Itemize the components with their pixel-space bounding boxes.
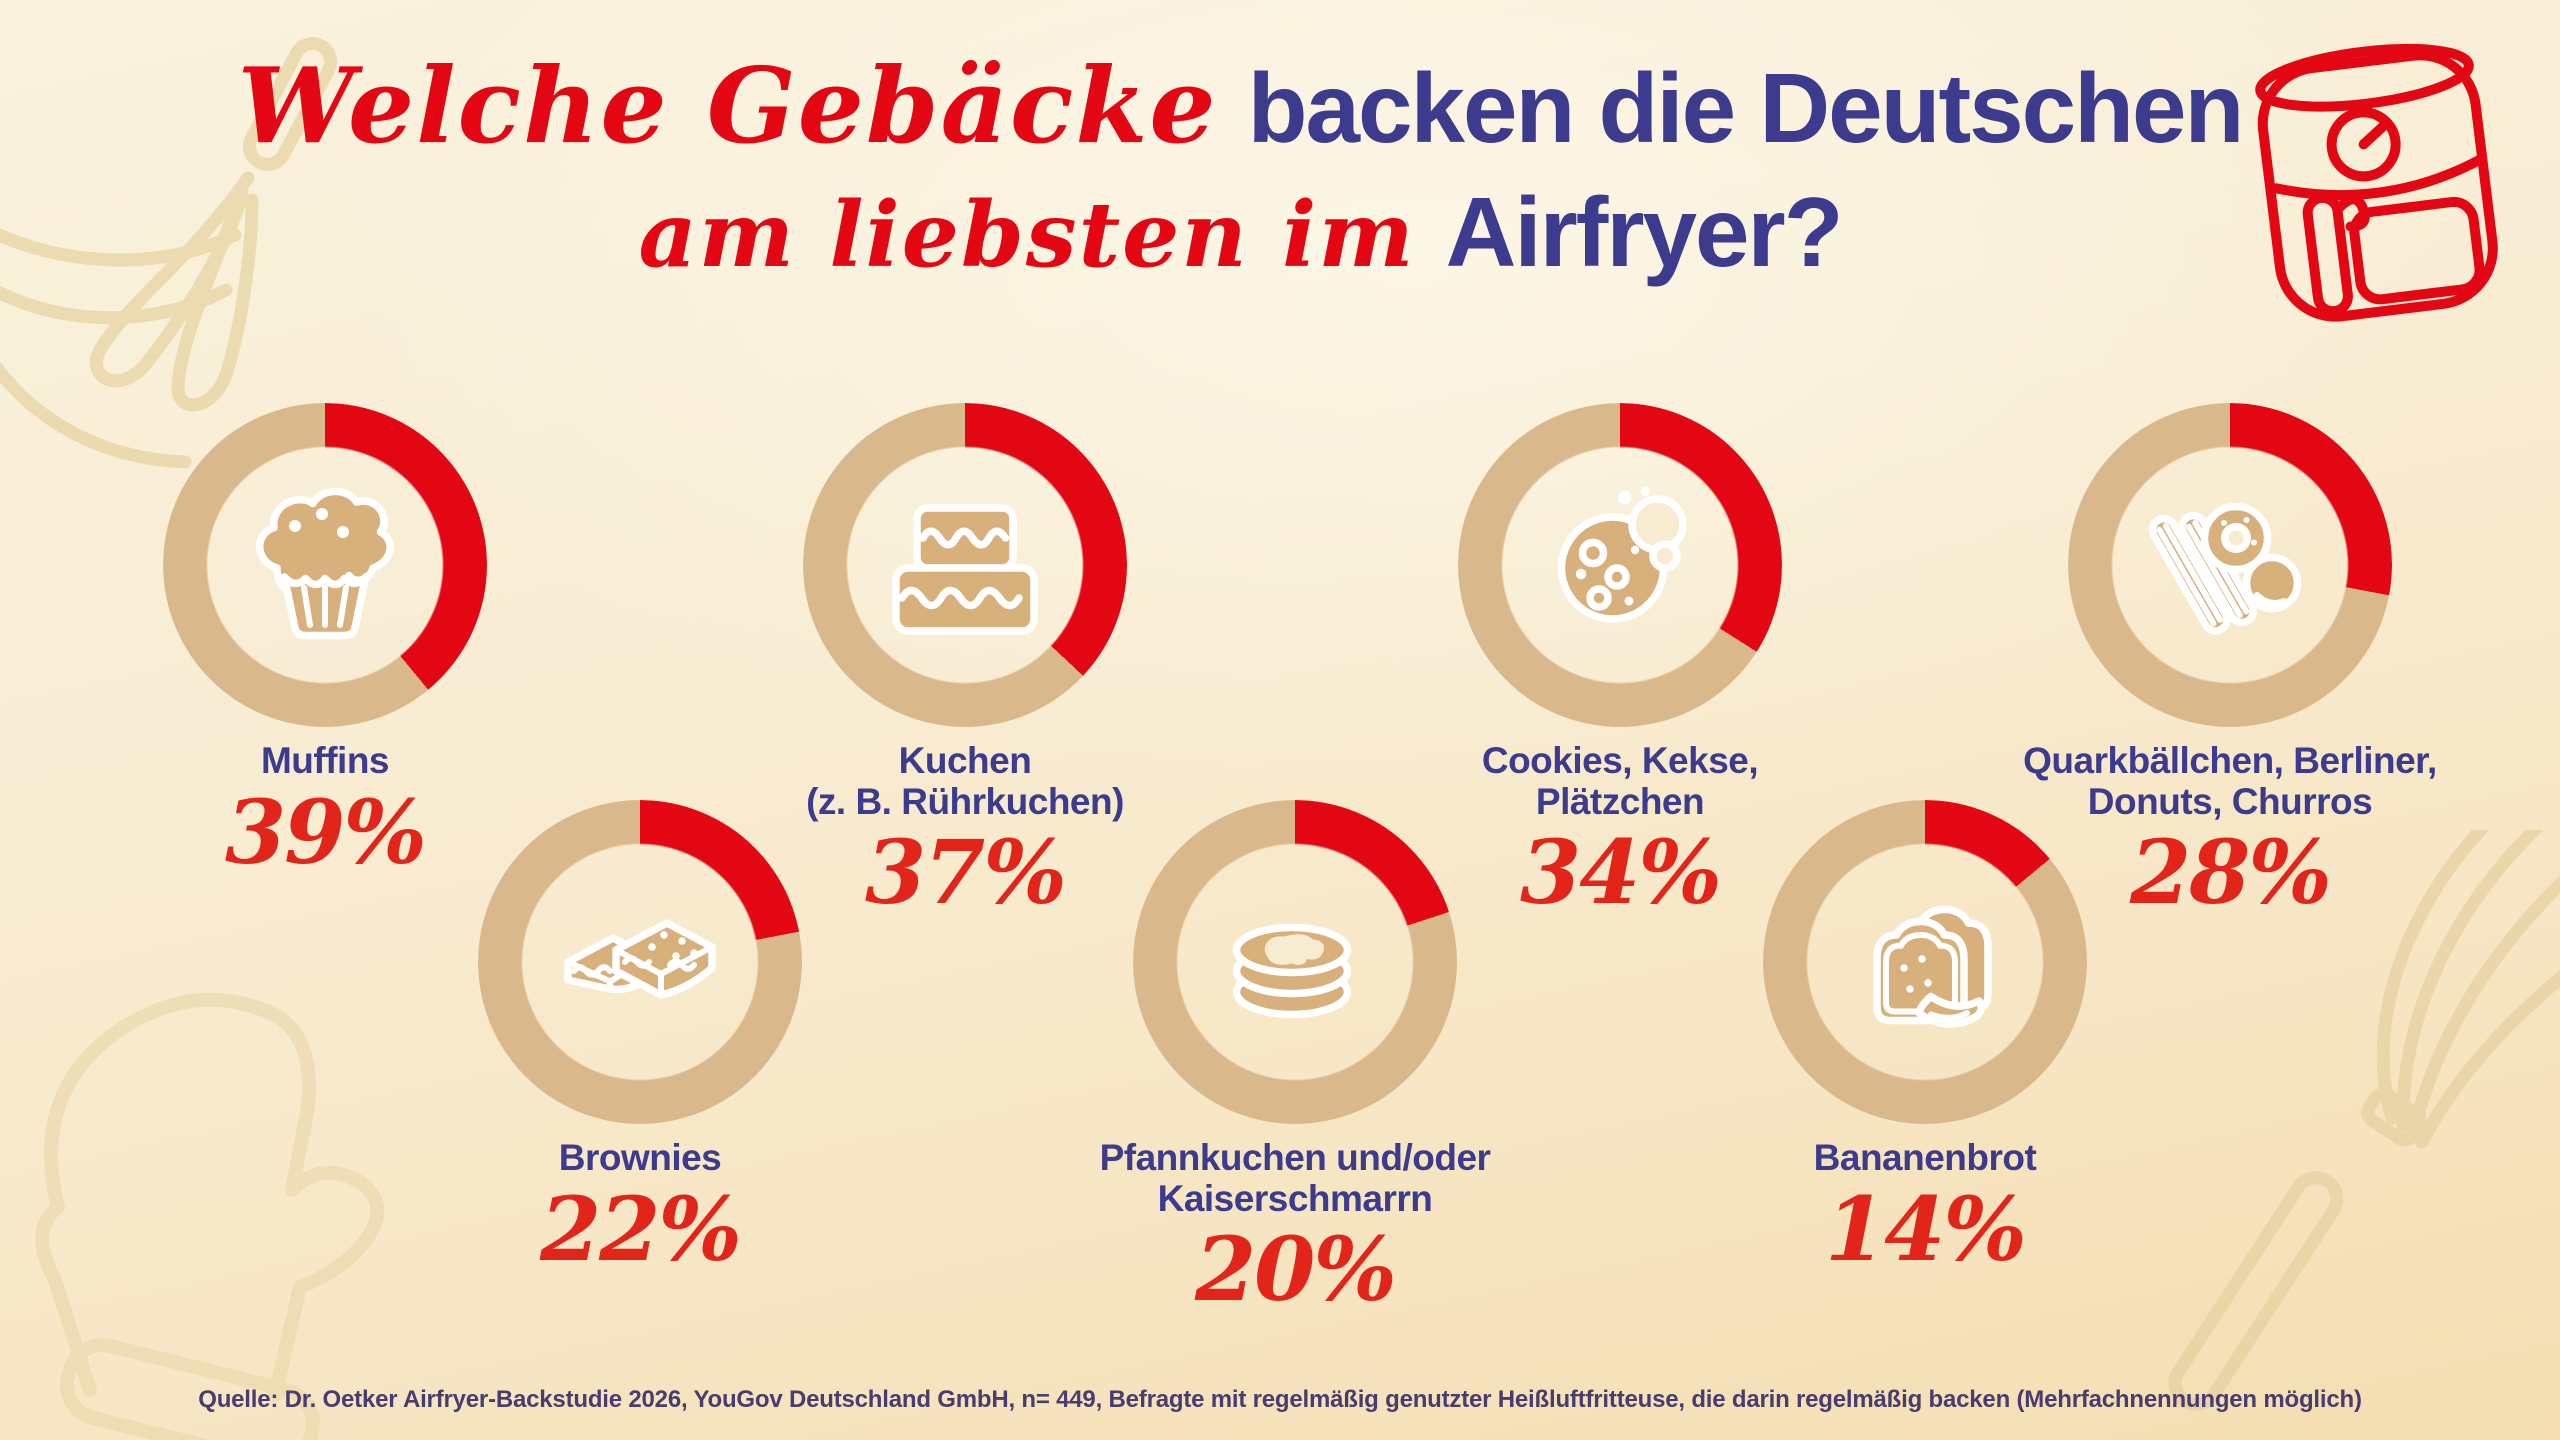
- donut-chart: [2068, 403, 2392, 727]
- brownies-icon: [564, 919, 716, 999]
- donut-label: Kuchen (z. B. Rührkuchen): [806, 740, 1124, 822]
- donut-label: Quarkbällchen, Berliner, Donuts, Churros: [2023, 740, 2437, 822]
- donut-chart: [1133, 800, 1457, 1124]
- donut-item-muffins: Muffins 39%: [45, 403, 605, 876]
- donut-value: 22%: [539, 1176, 742, 1281]
- title-script-part2: am liebsten im: [638, 182, 1416, 288]
- title-bold-part1: backen die Deutschen: [1247, 53, 2245, 163]
- donut-item-brownies: Brownies 22%: [360, 800, 920, 1273]
- page-title-line1: Welche Gebäcke backen die Deutschen: [0, 44, 2480, 167]
- layer-cake-icon: [892, 504, 1038, 635]
- donut-value: 28%: [2129, 820, 2332, 925]
- donut-value: 34%: [1519, 820, 1722, 925]
- title-bold-part2: Airfryer?: [1445, 177, 1844, 287]
- donut-value: 37%: [864, 820, 1067, 925]
- donut-chart: [478, 800, 802, 1124]
- donut-label: Brownies: [558, 1137, 722, 1178]
- churros-donut-icon: [2148, 502, 2302, 635]
- donut-chart: [1458, 403, 1782, 727]
- donut-item-quarkbaellchen: Quarkbällchen, Berliner, Donuts, Churros…: [1950, 403, 2510, 916]
- donut-value: 39%: [224, 779, 427, 884]
- donut-chart: [163, 403, 487, 727]
- muffin-icon: [255, 487, 394, 640]
- donut-item-kuchen: Kuchen (z. B. Rührkuchen) 37%: [685, 403, 1245, 916]
- cookie-icon: [1557, 487, 1687, 623]
- donut-chart: [803, 403, 1127, 727]
- source-note: Quelle: Dr. Oetker Airfryer-Backstudie 2…: [198, 1386, 2362, 1413]
- banana-bread-icon: [1873, 905, 1992, 1028]
- donut-item-bananenbrot: Bananenbrot 14%: [1645, 800, 2205, 1273]
- donut-label: Muffins: [260, 740, 390, 781]
- donut-label: Bananenbrot: [1813, 1137, 2037, 1178]
- pancakes-icon: [1232, 923, 1352, 1019]
- donut-value: 14%: [1824, 1176, 2027, 1281]
- page-title-line2: am liebsten im Airfryer?: [0, 176, 2480, 289]
- donut-chart: [1763, 800, 2087, 1124]
- donut-label: Pfannkuchen und/oder Kaiserschmarrn: [1099, 1137, 1491, 1219]
- donut-label: Cookies, Kekse, Plätzchen: [1481, 740, 1759, 822]
- title-script-part1: Welche Gebäcke: [237, 44, 1218, 167]
- donut-item-pfannkuchen: Pfannkuchen und/oder Kaiserschmarrn 20%: [1015, 800, 1575, 1313]
- donut-value: 20%: [1194, 1217, 1397, 1322]
- donut-item-cookies: Cookies, Kekse, Plätzchen 34%: [1340, 403, 1900, 916]
